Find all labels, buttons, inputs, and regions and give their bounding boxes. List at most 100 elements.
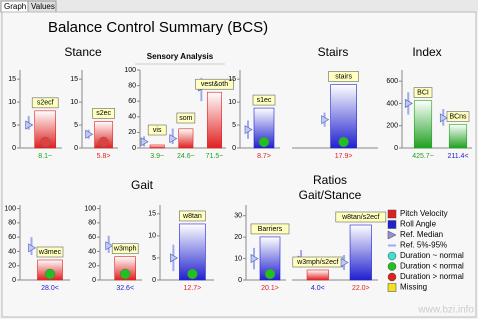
section-title: Stairs — [318, 45, 349, 59]
y-tick-label: 30 — [234, 213, 242, 220]
bar-name: vis — [153, 127, 162, 134]
duration-marker — [187, 268, 198, 280]
y-tick-label: 40 — [88, 248, 96, 255]
name-box — [413, 87, 433, 98]
name-box — [252, 94, 276, 106]
y-tick-label: 0 — [12, 277, 16, 284]
page-title: Balance Control Summary (BCS) — [48, 19, 268, 36]
ref-median — [250, 254, 259, 264]
y-tick-label: 100 — [4, 205, 16, 212]
panel — [1, 11, 477, 318]
bar — [349, 224, 372, 281]
bar-name: som — [179, 115, 192, 122]
y-tick-label: 5 — [12, 122, 16, 129]
value-label: 22.0> — [352, 285, 370, 292]
bar-name: Barriers — [258, 226, 283, 233]
name-box — [250, 223, 290, 235]
value-label: 71.5~ — [206, 153, 224, 160]
y-tick-label: 40 — [128, 114, 136, 121]
name-box — [92, 108, 115, 119]
y-tick-label: 80 — [8, 220, 16, 227]
name-box — [36, 246, 64, 258]
tab-label[interactable]: Graph — [4, 2, 26, 11]
name-box — [31, 97, 59, 109]
value-label: 5.8> — [97, 153, 111, 160]
y-tick-label: 0 — [238, 277, 242, 284]
y-tick-label: 5 — [232, 122, 236, 129]
duration-marker — [44, 268, 56, 280]
bar — [207, 91, 223, 149]
y-tick-label: 0 — [74, 145, 78, 152]
ref-median — [439, 113, 448, 123]
y-tick-label: 0 — [12, 145, 16, 152]
y-tick-label: 400 — [386, 100, 398, 107]
legend-label: Duration > normal — [400, 272, 464, 281]
ref-median — [340, 257, 349, 268]
value-label: 12.7> — [184, 285, 202, 292]
section-title: Gait/Stance — [299, 188, 362, 202]
bar-name: stairs — [335, 73, 352, 80]
y-tick-label: 10 — [234, 255, 242, 262]
y-tick-label: 600 — [386, 78, 398, 85]
name-box — [147, 124, 167, 136]
legend-label: Pitch Velocity — [400, 209, 448, 218]
y-tick-label: 0 — [394, 145, 398, 152]
name-box — [111, 243, 139, 255]
duration-marker — [264, 268, 276, 280]
legend-label: Duration < normal — [400, 262, 464, 271]
name-box — [195, 78, 234, 90]
bar-name: w3mph/s2ecf — [296, 259, 338, 266]
ref-median — [85, 129, 94, 139]
duration-marker — [39, 136, 51, 148]
ref-median — [25, 120, 34, 130]
bar — [253, 107, 275, 149]
y-tick-label: 0 — [152, 277, 156, 284]
ref-median — [28, 243, 37, 253]
ref-median — [404, 98, 413, 108]
legend-label: Missing — [400, 283, 427, 292]
y-tick-label: 20 — [88, 263, 96, 270]
value-label: 20.1> — [261, 285, 279, 292]
y-tick-label: 20 — [128, 129, 136, 136]
bar — [178, 128, 194, 149]
duration-marker — [98, 136, 109, 148]
y-tick-label: 200 — [386, 123, 398, 130]
bar — [34, 110, 57, 149]
section-title: Ratios — [313, 173, 347, 187]
bar — [149, 144, 165, 149]
section-title: Sensory Analysis — [147, 52, 214, 61]
duration-marker — [258, 136, 270, 148]
bar — [306, 269, 329, 281]
y-tick-label: 5 — [152, 255, 156, 262]
bar-name: w3mec — [38, 249, 62, 256]
y-tick-label: 0 — [232, 145, 236, 152]
ref-median — [169, 134, 178, 144]
y-tick-label: 0 — [132, 145, 136, 152]
bar-name: w3mph — [113, 246, 137, 253]
section-title: Index — [412, 45, 441, 59]
legend-swatch — [387, 230, 397, 240]
y-tick-label: 20 — [8, 263, 16, 270]
value-label: 32.6< — [116, 285, 134, 292]
bar-name: s2ecf — [37, 100, 54, 107]
ref-median — [170, 253, 179, 263]
value-label: 8.1~ — [38, 153, 52, 160]
value-label: 24.6~ — [177, 153, 195, 160]
tab-label[interactable]: Values — [31, 2, 55, 11]
bar-name: s1ec — [257, 97, 272, 104]
legend-label: Ref. Median — [400, 230, 443, 239]
duration-marker — [338, 136, 349, 148]
bar-name: w8tan — [182, 213, 202, 220]
y-tick-label: 15 — [148, 211, 156, 218]
y-tick-label: 100 — [84, 205, 96, 212]
bar-name: BCI — [417, 89, 429, 96]
bar — [413, 100, 433, 149]
value-label: 3.9~ — [150, 153, 164, 160]
y-tick-label: 10 — [8, 99, 16, 106]
name-box — [179, 210, 206, 222]
y-tick-label: 40 — [8, 248, 16, 255]
y-tick-label: 15 — [8, 76, 16, 83]
bar-name: w8tan/s2ecf — [341, 214, 379, 221]
legend-swatch — [387, 262, 397, 271]
